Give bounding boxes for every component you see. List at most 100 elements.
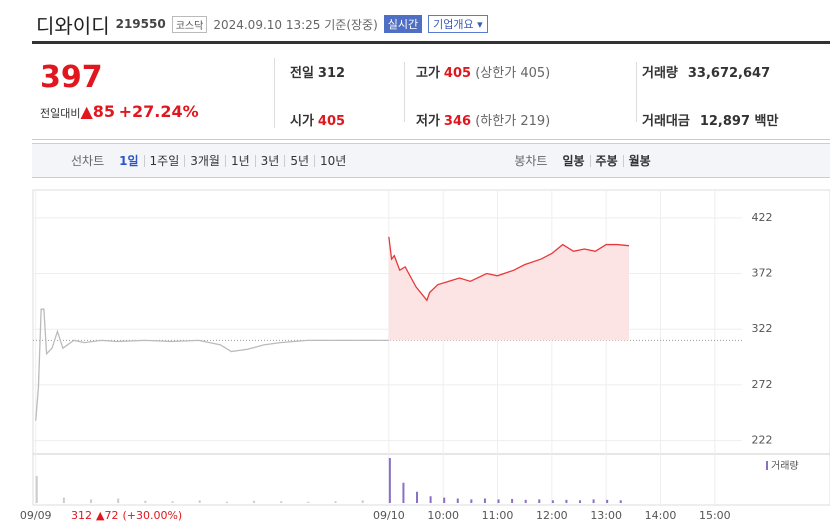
tab[interactable]: 3년	[254, 154, 285, 167]
datetime: 2024.09.10 13:25 기준(장중)	[213, 17, 378, 32]
volume-bar	[443, 497, 446, 503]
volume-bar	[402, 482, 405, 503]
sub-value: 405	[520, 66, 546, 81]
item-sub: (하한가 219)	[471, 114, 551, 129]
separator	[636, 62, 637, 122]
item-value: 405	[443, 66, 472, 81]
header: 디와이디 219550 코스닥 2024.09.10 13:25 기준(장중) …	[36, 8, 488, 40]
volume-bar	[579, 500, 582, 503]
tab[interactable]: 주봉	[589, 154, 623, 167]
change-rate: +27.24%	[118, 102, 199, 121]
item-sub: (상한가 405)	[471, 66, 551, 81]
company-button-label: 기업개요	[433, 18, 474, 31]
volume-bar	[524, 499, 527, 503]
volume-bar	[470, 499, 473, 503]
y-tick-label: 222	[752, 434, 773, 447]
legend: 거래량	[771, 460, 799, 472]
tab[interactable]: 월봉	[622, 154, 656, 167]
volume-bar	[429, 496, 432, 503]
volume-bar	[280, 501, 283, 503]
summary-rate: (+30.00%)	[122, 509, 182, 522]
area	[388, 236, 629, 341]
volume-bar	[307, 501, 310, 503]
volume-bar	[497, 499, 500, 503]
quote-item: 시가 405	[290, 110, 345, 129]
sub-value: 219	[520, 114, 546, 129]
x-tick-label: 09/10	[373, 509, 405, 522]
tab-label: 봉차트	[514, 153, 548, 168]
x-tick-label: 12:00	[536, 509, 568, 522]
separator	[404, 62, 405, 122]
item-label: 거래대금	[642, 114, 690, 129]
quote-item: 거래량 33,672,647	[642, 62, 770, 81]
volume-bar	[388, 458, 391, 503]
x-tick-label: 09/09	[20, 509, 52, 522]
volume-bar	[225, 501, 228, 503]
quote-item: 저가 346 (하한가 219)	[416, 110, 550, 129]
volume-bar	[198, 500, 201, 503]
realtime-button[interactable]: 실시간	[383, 15, 423, 33]
change-label: 전일대비	[40, 107, 81, 120]
volume-bar	[619, 500, 622, 503]
y-tick-label: 272	[752, 378, 773, 391]
volume-bar	[511, 498, 514, 503]
tab[interactable]: 1주일	[143, 154, 185, 167]
y-tick-label: 372	[752, 267, 773, 280]
item-label: 시가	[290, 114, 314, 129]
volume-bar	[456, 498, 459, 503]
market-tag: 코스닥	[171, 15, 208, 33]
volume-bar	[171, 501, 174, 503]
x-tick-label: 15:00	[699, 509, 731, 522]
item-value: 346	[443, 114, 472, 129]
legend-swatch	[766, 461, 768, 470]
volume-bar	[90, 499, 93, 503]
volume-bar	[606, 499, 609, 503]
volume-bar	[144, 500, 147, 503]
stock-code: 219550	[115, 17, 166, 31]
x-tick-label: 11:00	[482, 509, 514, 522]
price-line	[388, 236, 630, 302]
divider	[32, 41, 830, 44]
item-label: 전일	[290, 66, 314, 81]
item-value: 312	[317, 66, 346, 81]
sub-label: 상한가	[480, 66, 517, 81]
quote-box: 397 전일대비▲85 +27.24% 전일 312 고가 405 (상한가 405)…	[32, 44, 830, 140]
tab[interactable]: 1년	[224, 154, 255, 167]
tab[interactable]: 10년	[314, 154, 351, 167]
quote-item: 전일 312	[290, 62, 345, 81]
volume-bar	[253, 500, 256, 503]
summary-change: 72	[104, 509, 118, 522]
x-tick-label: 10:00	[427, 509, 459, 522]
company-button[interactable]: 기업개요 ▾	[428, 15, 488, 33]
volume-bar	[416, 491, 419, 503]
y-tick-label: 322	[752, 322, 773, 335]
volume-bar	[551, 500, 554, 503]
tab[interactable]: 1일	[119, 153, 139, 168]
x-tick-label: 14:00	[645, 509, 677, 522]
volume-bar	[565, 499, 568, 503]
tab-label: 선차트	[71, 153, 105, 168]
tab-bar: 선차트 1일 1주일 3개월 1년 3년 5년 10년 봉차트 일봉 주봉 월봉	[32, 143, 830, 178]
summary-close: 312	[71, 509, 92, 522]
tab[interactable]: 3개월	[184, 154, 225, 167]
price-line	[35, 308, 389, 421]
tab[interactable]: 일봉	[562, 153, 585, 168]
quote-item: 거래대금 12,897 백만	[642, 110, 778, 129]
volume-bar	[483, 498, 486, 503]
y-tick-label: 422	[752, 211, 773, 224]
tab[interactable]: 5년	[284, 154, 314, 167]
chart-frame	[32, 189, 830, 506]
volume-bar	[361, 500, 364, 503]
item-value: 405	[317, 114, 346, 129]
volume-bar	[62, 497, 65, 503]
item-label: 고가	[416, 66, 440, 81]
item-label: 거래량	[642, 66, 678, 81]
item-value: 33,672,647	[687, 66, 771, 81]
item-value: 12,897 백만	[699, 114, 779, 129]
x-tick-label: 13:00	[590, 509, 622, 522]
volume-bar	[538, 499, 541, 503]
summary-arrow: ▲	[96, 509, 105, 522]
quote-item: 고가 405 (상한가 405)	[416, 62, 550, 81]
